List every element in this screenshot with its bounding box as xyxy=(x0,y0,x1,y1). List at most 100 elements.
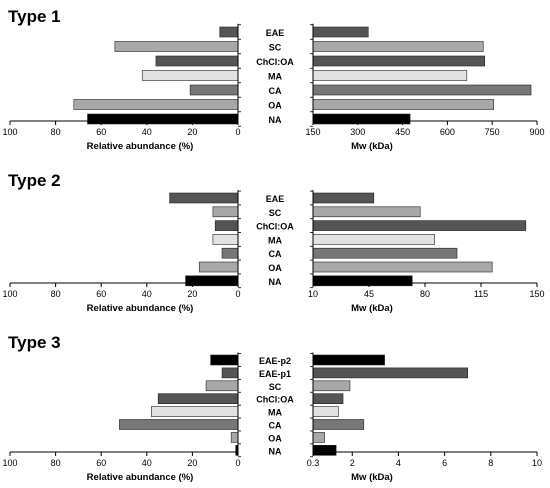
type-2-right-x-tick-label: 80 xyxy=(420,289,430,299)
type-1-mw-bar-na xyxy=(312,113,411,125)
type-2-category-label-eae: EAE xyxy=(266,194,285,204)
type-2-left-x-tick-label: 100 xyxy=(2,289,17,299)
type-2-category-label-ca: CA xyxy=(269,249,282,259)
type-2-right-x-tick-label: 45 xyxy=(364,289,374,299)
type-3-left-x-tick-label: 40 xyxy=(142,458,152,468)
type-1-category-label-sc: SC xyxy=(269,43,282,53)
type-1-left-x-tick-label: 80 xyxy=(51,127,61,137)
type-1-mw-bar-eae xyxy=(312,26,369,38)
type-3-abundance-bar-ca xyxy=(119,419,239,430)
type-1-category-label-ca: CA xyxy=(269,86,282,96)
type-3-category-label-eae-p2: EAE-p2 xyxy=(259,356,291,366)
type-3-category-label-ca: CA xyxy=(269,421,282,431)
type-3-mw-bar-chcl-oa xyxy=(312,393,344,405)
type-3-mw-bar-eae-p2 xyxy=(312,354,385,366)
type-1-title: Type 1 xyxy=(8,7,61,26)
type-1-right-x-tick-label: 600 xyxy=(440,127,455,137)
type-3-right-x-axis-title: Mw (kDa) xyxy=(351,472,393,483)
type-1-abundance-bar-oa xyxy=(73,99,239,110)
type-1-mw-bar-oa xyxy=(312,99,494,110)
type-1-right-x-tick-label: 750 xyxy=(485,127,500,137)
type-2-abundance-bar-chcl-oa xyxy=(214,220,239,231)
type-2-right-x-tick-label: 10 xyxy=(308,289,318,299)
type-2-mw-bar-ca xyxy=(312,247,458,259)
type-2-category-label-oa: OA xyxy=(268,263,282,273)
type-2-abundance-bar-ca xyxy=(221,247,239,259)
type-1-abundance-bar-sc xyxy=(114,41,239,52)
type-3-mw-bar-ma xyxy=(312,406,339,417)
type-1-mw-bar-chcl-oa xyxy=(312,55,486,67)
type-3-category-label-eae-p1: EAE-p1 xyxy=(259,369,291,379)
type-3-left-x-axis-title: Relative abundance (%) xyxy=(87,472,194,483)
type-1-category-label-ma: MA xyxy=(268,72,282,82)
type-3-abundance-bar-oa xyxy=(230,432,239,443)
type-2-left-x-tick-label: 80 xyxy=(51,289,61,299)
type-3-abundance-bar-chcl-oa xyxy=(157,393,239,405)
type-2-left-x-tick-label: 0 xyxy=(235,289,240,299)
type-1-abundance-bar-na xyxy=(87,113,239,125)
type-1-right-x-tick-label: 450 xyxy=(395,127,410,137)
type-2-mw-bar-chcl-oa xyxy=(312,220,527,231)
type-2-abundance-bar-oa xyxy=(198,261,239,273)
type-2-mw-bar-na xyxy=(312,275,413,287)
type-3-left-x-tick-label: 100 xyxy=(2,458,17,468)
type-2-abundance-bar-ma xyxy=(212,234,239,245)
type-2-abundance-bar-sc xyxy=(212,206,239,218)
type-2-abundance-bar-eae xyxy=(169,192,239,204)
type-3-right-x-tick-label: 4 xyxy=(396,458,401,468)
type-3-abundance-bar-eae-p1 xyxy=(221,367,239,379)
type-1-right-x-axis-title: Mw (kDa) xyxy=(351,141,393,152)
type-1-left-x-tick-label: 40 xyxy=(142,127,152,137)
type-1-category-label-oa: OA xyxy=(268,101,282,111)
type-3-category-label-chcl-oa: ChCl:OA xyxy=(256,395,294,405)
type-2-mw-bar-sc xyxy=(312,206,421,218)
type-1-left-x-tick-label: 60 xyxy=(96,127,106,137)
type-1-category-label-chcl-oa: ChCl:OA xyxy=(256,57,294,67)
type-2-right-x-tick-label: 150 xyxy=(529,289,544,299)
type-1-abundance-bar-ca xyxy=(189,84,239,96)
type-3-right-x-tick-label: 2 xyxy=(350,458,355,468)
type-2-left-x-tick-label: 60 xyxy=(96,289,106,299)
type-3-left-x-tick-label: 20 xyxy=(187,458,197,468)
type-1-abundance-bar-eae xyxy=(219,26,239,38)
type-2-left-x-axis-title: Relative abundance (%) xyxy=(87,303,194,314)
type-3-category-label-ma: MA xyxy=(268,408,282,418)
type-2-category-label-chcl-oa: ChCl:OA xyxy=(256,222,294,232)
type-1-category-label-eae: EAE xyxy=(266,28,285,38)
type-1-abundance-bar-chcl-oa xyxy=(155,55,239,67)
type-1-category-label-na: NA xyxy=(269,115,282,125)
type-3-right-x-tick-label: 0.3 xyxy=(307,458,320,468)
type-3-abundance-bar-eae-p2 xyxy=(210,354,239,366)
type-1-mw-bar-ma xyxy=(312,70,468,81)
type-3-left-x-tick-label: 60 xyxy=(96,458,106,468)
type-1-left-x-tick-label: 100 xyxy=(2,127,17,137)
type-2-right-x-tick-label: 115 xyxy=(474,289,488,299)
type-2-abundance-bar-na xyxy=(185,275,239,287)
type-3-left-x-tick-label: 0 xyxy=(235,458,240,468)
type-3-category-label-na: NA xyxy=(269,446,282,456)
type-1-right-x-tick-label: 300 xyxy=(350,127,365,137)
type-3-right-x-tick-label: 10 xyxy=(532,458,542,468)
type-1-abundance-bar-ma xyxy=(141,70,239,81)
type-3-mw-bar-sc xyxy=(312,380,351,392)
type-2-mw-bar-oa xyxy=(312,261,493,273)
type-1-left-x-tick-label: 0 xyxy=(235,127,240,137)
type-3-mw-bar-eae-p1 xyxy=(312,367,469,379)
type-2-right-x-axis-title: Mw (kDa) xyxy=(351,303,393,314)
type-1-left-x-axis-title: Relative abundance (%) xyxy=(87,141,194,152)
type-3-mw-bar-na xyxy=(312,444,337,456)
type-3-right-x-tick-label: 6 xyxy=(442,458,447,468)
type-2-title: Type 2 xyxy=(8,171,61,190)
type-3-category-label-sc: SC xyxy=(269,382,282,392)
type-1-mw-bar-sc xyxy=(312,41,484,52)
type-2-category-label-na: NA xyxy=(269,277,282,287)
type-3-abundance-bar-ma xyxy=(151,406,239,417)
type-3-left-x-tick-label: 80 xyxy=(51,458,61,468)
type-3-mw-bar-ca xyxy=(312,419,365,430)
type-3-mw-bar-oa xyxy=(312,432,325,443)
type-2-left-x-tick-label: 40 xyxy=(142,289,152,299)
type-2-mw-bar-eae xyxy=(312,192,375,204)
type-1-left-x-tick-label: 20 xyxy=(187,127,197,137)
type-2-mw-bar-ma xyxy=(312,234,435,245)
